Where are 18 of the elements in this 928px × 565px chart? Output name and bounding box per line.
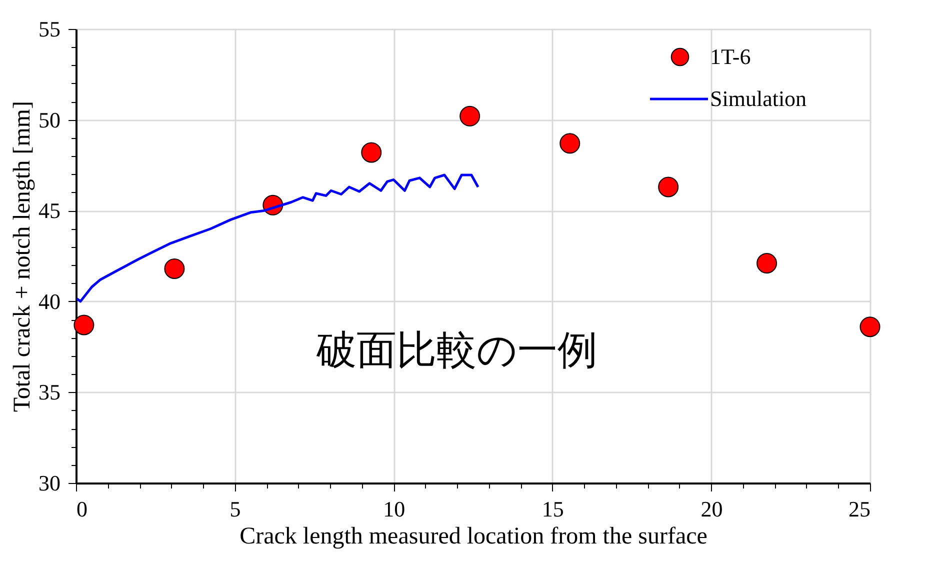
y-tick-label: 40	[38, 288, 60, 314]
legend-label: Simulation	[710, 86, 807, 111]
y-tick-label: 50	[38, 107, 60, 132]
line-series	[76, 174, 480, 303]
x-tick-label: 10	[383, 496, 406, 522]
x-tick-label: 20	[700, 496, 723, 522]
x-tick-label: 25	[848, 496, 870, 522]
x-tick-label: 15	[542, 496, 564, 522]
y-tick-label: 55	[38, 16, 60, 42]
x-tick-label: 5	[230, 496, 241, 522]
y-tick-label: 35	[38, 380, 60, 405]
annotation: 破面比較の一例	[316, 327, 598, 374]
x-axis-title: Crack length measured location from the surface	[240, 524, 708, 550]
y-tick-label: 30	[38, 470, 60, 496]
y-axis-title: Total crack + notch length [mm]	[10, 100, 36, 412]
y-tick-label: 45	[38, 198, 60, 224]
legend-label: 1T-6	[710, 44, 751, 69]
x-tick-label: 0	[76, 496, 88, 522]
